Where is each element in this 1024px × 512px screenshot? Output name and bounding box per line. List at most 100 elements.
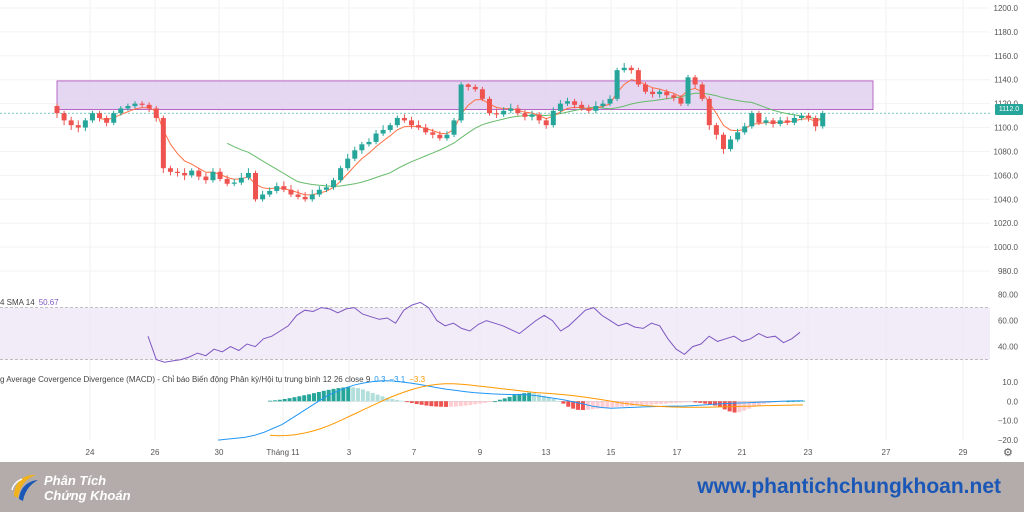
macd-histogram-bar — [395, 399, 400, 402]
date-label: Tháng 11 — [266, 448, 300, 457]
macd-histogram-bar — [453, 401, 458, 407]
price-axis-label: 1040.0 — [994, 195, 1019, 204]
date-label: 29 — [959, 448, 968, 457]
macd-histogram-bar — [268, 400, 272, 402]
candle-body — [430, 132, 436, 135]
macd-histogram-bar — [605, 401, 610, 408]
candle-body — [423, 127, 429, 133]
macd-histogram-bar — [419, 401, 424, 405]
candle-body — [579, 104, 585, 109]
macd-legend-histogram-value: 0.3 — [374, 375, 386, 384]
candle-body — [409, 120, 414, 126]
site-url-link[interactable]: www.phantichchungkhoan.net — [697, 475, 1001, 498]
date-label: 15 — [607, 448, 616, 457]
macd-histogram-bar — [297, 396, 302, 402]
candle-body — [146, 104, 152, 109]
date-label: 9 — [478, 448, 483, 457]
candle-body — [352, 150, 358, 159]
candle-body — [557, 103, 563, 111]
macd-histogram-bar — [272, 400, 277, 402]
macd-histogram-bar — [434, 401, 439, 407]
candle-body — [203, 176, 209, 181]
macd-histogram-bar — [360, 389, 365, 402]
candle-body — [323, 187, 329, 190]
candle-body — [68, 120, 74, 126]
macd-line — [217, 380, 804, 441]
candle-body — [302, 196, 308, 200]
candle-body — [586, 108, 592, 111]
macd-histogram-bar — [429, 401, 434, 407]
price-axis-label: 1100.0 — [994, 124, 1018, 133]
chart-canvas[interactable]: 24 26 30 Tháng 11 3 7 9 13 15 17 21 23 27 29 1200.0 118… — [0, 0, 1024, 462]
rsi-legend-label: 4 SMA 14 — [0, 298, 35, 307]
candle-body — [118, 108, 124, 114]
macd-histogram-bar — [634, 401, 639, 406]
macd-histogram-bar — [620, 401, 625, 407]
macd-histogram-bar — [527, 392, 532, 402]
candle-body — [267, 190, 273, 195]
candle-body — [678, 97, 684, 104]
candle-body — [111, 113, 117, 123]
candle-body — [642, 84, 648, 92]
candle-body — [784, 120, 790, 123]
candle-body — [806, 115, 812, 118]
candle-body — [260, 194, 266, 200]
candle-body — [210, 171, 216, 181]
price-axis-label: 1140.0 — [994, 76, 1018, 85]
candle-body — [366, 141, 372, 145]
footer-banner — [0, 462, 1024, 512]
candle-body — [380, 129, 386, 134]
candle-body — [614, 70, 620, 99]
macd-histogram-bar — [424, 401, 429, 406]
macd-axis-label: 0.0 — [1007, 397, 1019, 406]
macd-histogram-bar — [703, 401, 708, 404]
candle-body — [274, 186, 280, 191]
candle-body — [387, 125, 393, 130]
candle-body — [437, 134, 443, 139]
candle-body — [777, 120, 783, 124]
candle-body — [224, 178, 230, 184]
candle-body — [699, 84, 705, 99]
candle-body — [373, 133, 379, 142]
candle-body — [288, 189, 294, 195]
macd-histogram-bar — [365, 391, 370, 402]
macd-axis-label: −20.0 — [998, 436, 1019, 445]
macd-histogram-bar — [639, 401, 644, 406]
candle-body — [97, 113, 103, 118]
macd-histogram-bar — [615, 401, 620, 407]
macd-histogram-bar — [409, 401, 414, 404]
macd-legend-macd-value: −3.1 — [389, 375, 406, 384]
macd-histogram-bar — [654, 401, 659, 405]
candle-body — [167, 168, 173, 172]
macd-histogram-bar — [600, 401, 605, 409]
candle-body — [749, 113, 755, 127]
candle-body — [742, 126, 748, 133]
candle-body — [345, 158, 351, 169]
macd-histogram-bar — [610, 401, 615, 408]
macd-histogram-bar — [390, 398, 395, 402]
date-label: 7 — [412, 448, 417, 457]
macd-histogram-bar — [287, 398, 292, 402]
macd-histogram-bar — [532, 393, 537, 402]
macd-legend: g Average Covergence Divergence (MACD) -… — [0, 375, 425, 384]
candle-body — [316, 189, 322, 195]
candle-body — [89, 113, 95, 121]
macd-histogram-bar — [439, 401, 444, 407]
macd-histogram-bar — [541, 395, 546, 402]
candle-body — [104, 117, 110, 123]
macd-histogram-bar — [678, 401, 683, 403]
rsi-axis-label: 60.00 — [998, 317, 1019, 326]
gear-icon[interactable]: ⚙ — [1003, 447, 1013, 459]
candle-body — [543, 120, 549, 126]
macd-histogram-bar — [561, 401, 566, 404]
candle-body — [735, 132, 741, 140]
date-label: 27 — [882, 448, 891, 457]
macd-histogram-bar — [693, 401, 698, 403]
candle-body — [501, 110, 507, 115]
macd-panel — [217, 380, 805, 441]
candle-body — [444, 134, 450, 139]
candle-body — [189, 170, 195, 176]
macd-histogram-bar — [321, 390, 326, 402]
candle-body — [472, 86, 478, 90]
candle-body — [607, 98, 613, 104]
